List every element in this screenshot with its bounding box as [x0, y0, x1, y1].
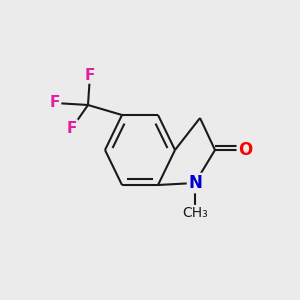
Text: N: N	[188, 174, 202, 192]
Text: F: F	[50, 95, 60, 110]
Text: F: F	[85, 68, 95, 82]
Text: CH₃: CH₃	[182, 206, 208, 220]
Text: O: O	[238, 141, 252, 159]
Text: F: F	[67, 121, 77, 136]
